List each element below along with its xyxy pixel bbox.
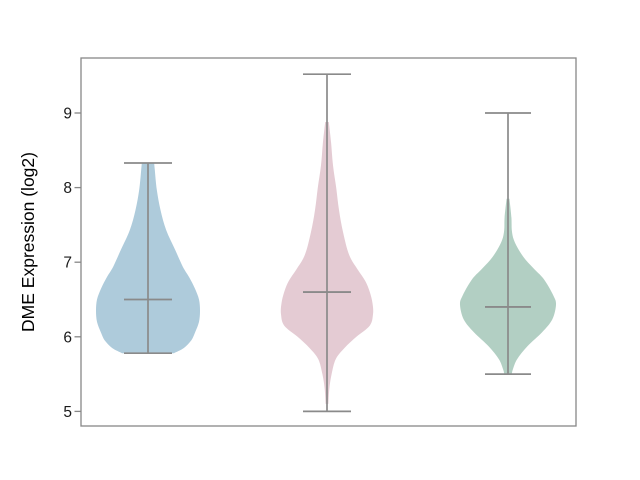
- y-tick-label-6: 6: [63, 329, 72, 346]
- y-tick-label-5: 5: [63, 404, 72, 421]
- y-tick-label-9: 9: [63, 106, 72, 123]
- y-tick-label-7: 7: [63, 255, 72, 272]
- plot-border: [80, 57, 577, 427]
- y-tick-label-8: 8: [63, 180, 72, 197]
- y-axis-label: DME Expression (log2): [18, 152, 38, 332]
